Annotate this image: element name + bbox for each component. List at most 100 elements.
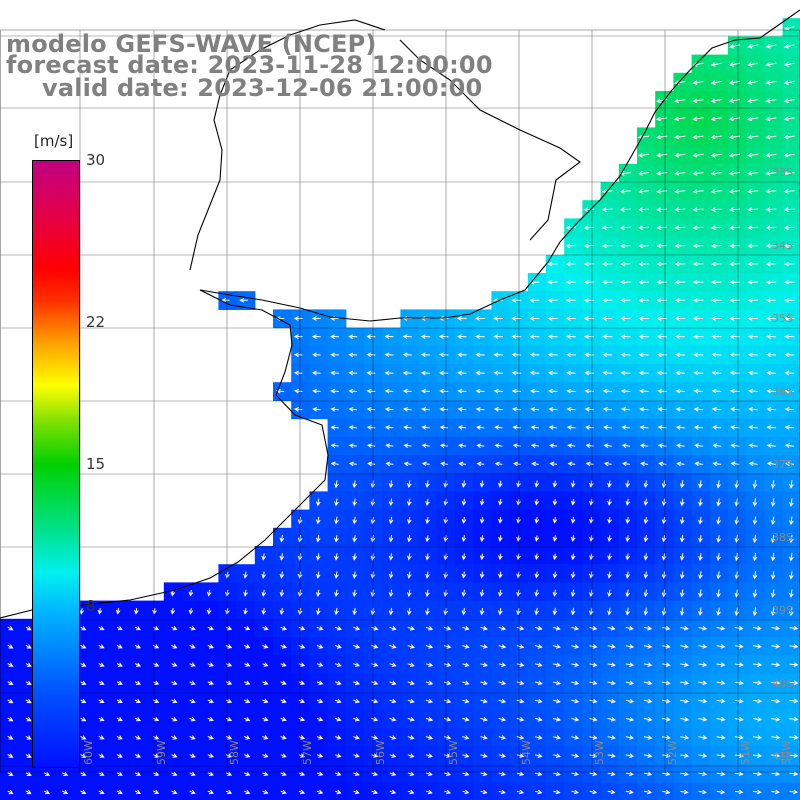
wind-arrow [716, 553, 721, 562]
wind-arrow [171, 735, 178, 740]
wind-arrow [656, 261, 668, 267]
wind-arrow [462, 753, 470, 758]
wind-arrow [565, 297, 576, 303]
wind-arrow [728, 170, 741, 176]
wind-arrow [752, 753, 763, 758]
wind-arrow [784, 370, 795, 376]
wind-arrow [607, 680, 616, 686]
wind-arrow [589, 753, 598, 758]
wind-arrow [316, 735, 324, 740]
wind-arrow [549, 443, 558, 449]
wind-arrow [279, 571, 285, 579]
wind-arrow [97, 608, 103, 615]
wind-arrow [589, 517, 594, 524]
wind-arrow [516, 789, 525, 795]
wind-arrow [315, 589, 321, 598]
wind-arrow [693, 370, 704, 376]
wind-arrow [293, 316, 303, 321]
wind-arrow [625, 735, 635, 740]
wind-arrow [698, 680, 708, 686]
wind-arrow [552, 589, 558, 597]
wind-arrow [334, 644, 342, 649]
wind-arrow [765, 334, 777, 339]
wind-arrow [330, 443, 339, 449]
wind-arrow [298, 644, 306, 649]
wind-arrow [98, 626, 105, 631]
wind-arrow [98, 771, 105, 776]
wind-arrow [570, 589, 576, 598]
wind-arrow [680, 662, 690, 667]
wind-arrow [747, 207, 759, 212]
wind-arrow [716, 571, 721, 580]
wind-arrow [443, 626, 452, 631]
wind-arrow [244, 789, 251, 795]
wind-arrow [80, 753, 87, 758]
wind-arrow [784, 297, 795, 303]
lon-label: 53W [593, 740, 606, 765]
wind-arrow [734, 680, 744, 686]
wind-arrow [207, 771, 214, 776]
wind-arrow [98, 735, 105, 740]
wind-arrow [116, 771, 123, 776]
wind-arrow [602, 334, 613, 339]
wind-arrow [601, 243, 613, 249]
wind-arrow [643, 498, 649, 507]
wind-arrow [589, 680, 598, 686]
wind-arrow [711, 370, 722, 376]
wind-arrow [407, 698, 415, 704]
wind-arrow [766, 461, 776, 467]
wind-arrow [366, 352, 376, 358]
wind-arrow [643, 644, 653, 649]
wind-arrow [280, 680, 287, 685]
wind-arrow [43, 789, 51, 795]
wind-arrow [438, 334, 449, 339]
wind-arrow [407, 680, 415, 686]
wind-arrow [783, 98, 795, 104]
wind-arrow [747, 62, 759, 67]
wind-arrow [98, 717, 105, 722]
wind-arrow [353, 626, 361, 631]
wind-arrow [783, 116, 795, 122]
wind-arrow [570, 571, 576, 579]
wind-arrow [389, 753, 397, 758]
wind-arrow [583, 225, 595, 231]
wind-arrow [783, 279, 795, 285]
wind-arrow [389, 789, 397, 795]
wind-arrow [752, 607, 758, 617]
wind-arrow [662, 662, 671, 667]
wind-arrow [765, 44, 777, 49]
wind-arrow [353, 662, 361, 667]
wind-arrow [312, 406, 321, 412]
wind-arrow [407, 535, 412, 543]
wind-arrow [134, 753, 142, 758]
coastline-argentina [0, 289, 329, 619]
wind-arrow [625, 498, 631, 506]
wind-arrow [334, 716, 342, 722]
wind-arrow [207, 698, 214, 704]
wind-arrow [692, 116, 704, 122]
wind-arrow [316, 716, 324, 722]
wind-arrow [693, 316, 704, 321]
wind-arrow [643, 735, 653, 740]
wind-arrow [530, 388, 540, 394]
wind-arrow [189, 771, 196, 776]
wind-arrow [656, 279, 668, 285]
wind-arrow [457, 425, 467, 430]
wind-arrow [655, 134, 668, 140]
wind-arrow [98, 680, 105, 685]
wind-arrow [315, 498, 321, 507]
wind-arrow [589, 553, 594, 561]
wind-arrow [643, 698, 653, 704]
wind-arrow [766, 388, 777, 394]
wind-arrow [747, 261, 759, 267]
wind-arrow [771, 662, 781, 667]
wind-arrow [388, 571, 394, 579]
wind-arrow [280, 626, 288, 631]
wind-arrow [771, 698, 781, 704]
wind-arrow [511, 352, 522, 358]
wind-arrow [479, 607, 485, 616]
wind-arrow [783, 189, 795, 194]
coastline [0, 9, 800, 619]
wind-arrow [711, 316, 722, 321]
